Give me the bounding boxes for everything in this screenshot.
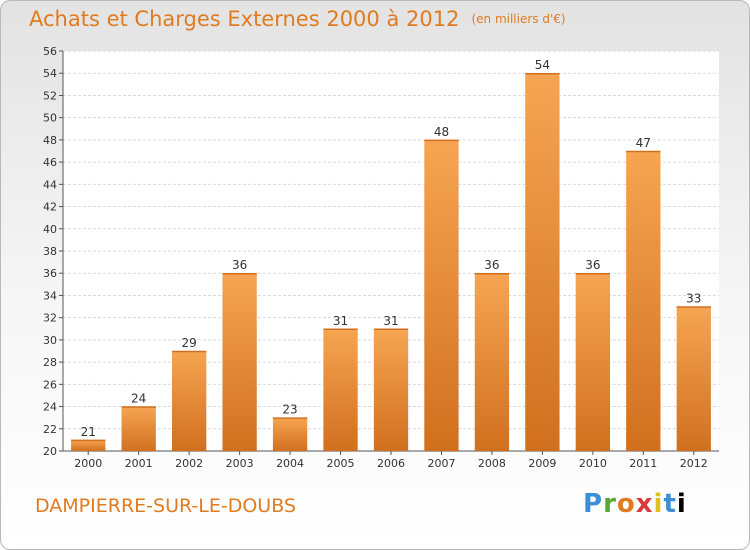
logo-letter: o xyxy=(616,489,636,519)
chart-title: Achats et Charges Externes 2000 à 2012 (e… xyxy=(29,7,566,31)
y-tick-label: 20 xyxy=(43,445,57,458)
chart-unit: (en milliers d'€) xyxy=(471,12,566,26)
x-tick-label: 2005 xyxy=(327,457,355,470)
y-tick-label: 34 xyxy=(43,289,57,302)
x-tick-label: 2006 xyxy=(377,457,405,470)
data-label: 54 xyxy=(535,58,550,72)
y-tick-label: 44 xyxy=(43,178,57,191)
bar xyxy=(121,406,156,451)
logo-letter: t xyxy=(663,489,677,519)
bar xyxy=(323,328,358,451)
data-label: 48 xyxy=(434,125,449,139)
y-tick-label: 48 xyxy=(43,134,57,147)
data-label: 47 xyxy=(636,136,651,150)
y-tick-label: 46 xyxy=(43,156,57,169)
data-label: 36 xyxy=(585,258,600,272)
data-label: 31 xyxy=(333,314,348,328)
data-label: 36 xyxy=(484,258,499,272)
bar xyxy=(575,273,611,451)
data-label: 23 xyxy=(282,403,297,417)
x-tick-label: 2009 xyxy=(528,457,556,470)
bar xyxy=(626,151,661,451)
y-tick-label: 26 xyxy=(43,378,57,391)
data-label: 29 xyxy=(182,336,197,350)
y-tick-label: 50 xyxy=(43,112,57,125)
y-tick-label: 54 xyxy=(43,67,57,80)
bar xyxy=(676,306,711,451)
y-tick-label: 42 xyxy=(43,201,57,214)
bar xyxy=(171,351,207,451)
data-label: 24 xyxy=(131,392,146,406)
data-label: 36 xyxy=(232,258,247,272)
y-tick-label: 38 xyxy=(43,245,57,258)
bar xyxy=(525,73,560,451)
x-tick-label: 2002 xyxy=(175,457,203,470)
bar xyxy=(424,139,459,451)
x-tick-label: 2000 xyxy=(74,457,102,470)
y-tick-label: 28 xyxy=(43,356,57,369)
y-tick-label: 24 xyxy=(43,401,57,414)
logo-letter: x xyxy=(635,489,654,519)
data-label: 21 xyxy=(81,425,96,439)
x-tick-label: 2008 xyxy=(478,457,506,470)
data-label: 33 xyxy=(686,292,701,306)
bar xyxy=(222,273,257,451)
logo-letter: P xyxy=(583,489,604,519)
data-label: 31 xyxy=(383,314,398,328)
logo-letter: i xyxy=(676,489,687,519)
bar xyxy=(272,417,308,451)
x-tick-label: 2010 xyxy=(579,457,607,470)
x-tick-label: 2001 xyxy=(125,457,153,470)
logo-letter: r xyxy=(603,489,617,519)
bar xyxy=(474,273,510,451)
x-tick-label: 2012 xyxy=(680,457,708,470)
y-tick-label: 32 xyxy=(43,312,57,325)
x-tick-label: 2003 xyxy=(226,457,254,470)
commune-name: DAMPIERRE-SUR-LE-DOUBS xyxy=(35,495,296,517)
logo-letter: i xyxy=(653,489,664,519)
bar xyxy=(373,328,409,451)
y-tick-label: 40 xyxy=(43,223,57,236)
y-tick-label: 56 xyxy=(43,45,57,58)
y-tick-label: 36 xyxy=(43,267,57,280)
x-tick-label: 2011 xyxy=(629,457,657,470)
bar xyxy=(71,439,106,451)
chart-title-text: Achats et Charges Externes 2000 à 2012 xyxy=(29,7,460,31)
x-tick-label: 2004 xyxy=(276,457,304,470)
y-tick-label: 30 xyxy=(43,334,57,347)
y-tick-label: 22 xyxy=(43,423,57,436)
proxiti-logo: Proxiti xyxy=(583,489,687,519)
y-tick-label: 52 xyxy=(43,89,57,102)
x-tick-label: 2007 xyxy=(427,457,455,470)
